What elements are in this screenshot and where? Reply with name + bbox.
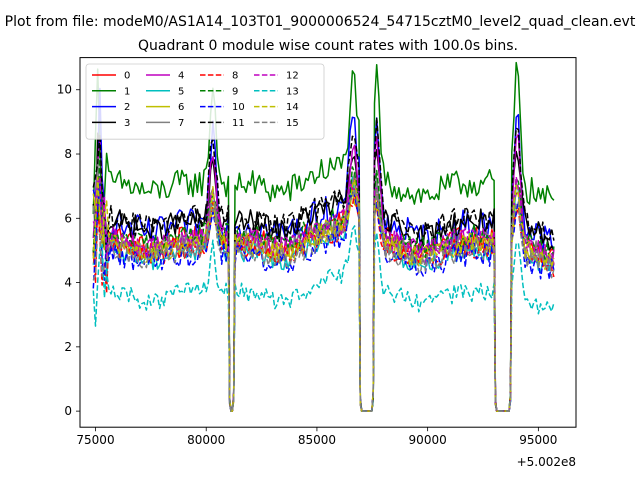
y-tick-label: 0 (64, 404, 72, 418)
series-line-10 (92, 183, 555, 412)
y-tick-label: 10 (57, 83, 72, 97)
legend-label-9: 9 (232, 86, 238, 97)
legend-label-13: 13 (286, 86, 299, 97)
legend-label-5: 5 (178, 86, 184, 97)
chart-title: Quadrant 0 module wise count rates with … (138, 38, 518, 54)
series-line-15 (92, 188, 555, 412)
plot-frame (79, 57, 577, 428)
series-line-7 (92, 158, 555, 412)
legend-label-15: 15 (286, 118, 299, 129)
x-axis-offset-label: +5.002e8 (517, 455, 576, 469)
series-line-1 (92, 61, 555, 412)
y-axis: 0 2 4 6 8 10 (57, 83, 80, 418)
series-line-13 (92, 225, 555, 412)
series-line-5 (92, 173, 555, 412)
legend-label-7: 7 (178, 118, 184, 129)
x-tick-label: 95000 (519, 433, 557, 447)
legend-label-6: 6 (178, 102, 184, 113)
y-tick-label: 4 (64, 276, 72, 290)
series-line-11 (92, 117, 555, 412)
legend-label-4: 4 (178, 71, 184, 82)
x-tick-label: 90000 (409, 433, 447, 447)
legend-label-0: 0 (124, 71, 130, 82)
x-tick-label: 80000 (187, 433, 225, 447)
legend-label-1: 1 (124, 86, 130, 97)
figure-suptitle: Plot from file: modeM0/AS1A14_103T01_900… (5, 14, 636, 30)
x-tick-label: 85000 (298, 433, 336, 447)
legend-label-11: 11 (232, 118, 245, 129)
x-axis: 75000 80000 85000 90000 95000 (76, 427, 557, 447)
y-tick-label: 2 (64, 340, 72, 354)
legend-label-14: 14 (286, 102, 299, 113)
legend-label-8: 8 (232, 71, 238, 82)
series-line-0 (92, 173, 555, 412)
legend-box (85, 63, 325, 140)
x-tick-label: 75000 (76, 433, 114, 447)
series-layer (92, 61, 555, 412)
series-line-12 (92, 176, 555, 412)
y-tick-label: 6 (64, 211, 72, 225)
legend-label-12: 12 (286, 71, 299, 82)
legend-label-2: 2 (124, 102, 130, 113)
y-tick-label: 8 (64, 147, 72, 161)
legend-label-3: 3 (124, 118, 130, 129)
legend-label-10: 10 (232, 102, 245, 113)
